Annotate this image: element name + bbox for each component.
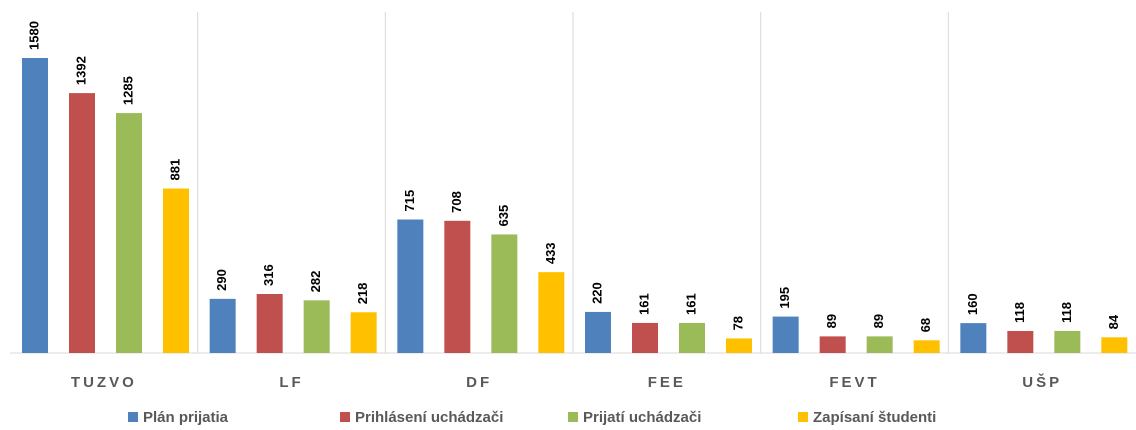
data-label: 89 xyxy=(824,314,839,328)
data-label: 118 xyxy=(1059,302,1074,323)
legend-swatch xyxy=(340,412,350,422)
legend-label: Prijatí uchádzači xyxy=(583,409,701,426)
legend-label: Prihlásení uchádzači xyxy=(355,409,503,426)
x-tick-label: LF xyxy=(279,374,303,391)
bar xyxy=(209,298,236,353)
data-label: 218 xyxy=(355,283,370,305)
data-label: 84 xyxy=(1106,314,1121,329)
data-label: 68 xyxy=(918,318,933,332)
x-tick-label: FEE xyxy=(648,374,686,391)
bar xyxy=(960,323,987,353)
bar xyxy=(819,336,846,353)
x-tick-label: FEVT xyxy=(829,374,879,391)
data-label: 708 xyxy=(449,191,464,213)
data-label: 715 xyxy=(402,190,417,212)
data-label: 316 xyxy=(261,264,276,286)
bar xyxy=(585,311,611,353)
data-label: 1580 xyxy=(26,21,41,50)
bar xyxy=(1054,330,1081,353)
x-tick-label: TUZVO xyxy=(71,374,137,391)
data-label: 881 xyxy=(167,159,182,181)
bar xyxy=(679,322,705,353)
legend-label: Plán prijatia xyxy=(143,409,229,426)
bar xyxy=(1007,330,1034,353)
bar xyxy=(1101,337,1128,353)
legend-label: Zapísaní študenti xyxy=(813,409,936,426)
data-label: 282 xyxy=(308,271,323,293)
bar xyxy=(303,300,330,353)
x-tick-label: DF xyxy=(466,374,492,391)
bar xyxy=(913,340,940,353)
bar xyxy=(163,188,189,353)
bar xyxy=(116,113,142,353)
data-label: 161 xyxy=(636,293,651,315)
bar xyxy=(256,294,283,353)
x-tick-label: UŠP xyxy=(1022,373,1062,391)
bar xyxy=(632,322,658,353)
bar xyxy=(397,219,424,353)
data-label: 1392 xyxy=(73,56,88,85)
data-label: 89 xyxy=(871,314,886,328)
data-label: 195 xyxy=(777,287,792,309)
bar xyxy=(772,316,799,353)
bar xyxy=(866,336,893,353)
data-label: 78 xyxy=(730,316,745,330)
bar xyxy=(350,312,377,353)
data-label: 220 xyxy=(589,282,604,304)
data-label: 290 xyxy=(214,269,229,291)
data-label: 635 xyxy=(496,205,511,227)
bar xyxy=(538,272,565,353)
legend-swatch xyxy=(798,412,808,422)
bar xyxy=(69,93,95,354)
data-label: 1285 xyxy=(120,76,135,105)
legend-swatch xyxy=(128,412,138,422)
legend-swatch xyxy=(568,412,578,422)
bar xyxy=(444,220,471,353)
data-label: 118 xyxy=(1012,302,1027,323)
data-label: 161 xyxy=(683,293,698,315)
bar xyxy=(726,338,752,353)
bar xyxy=(22,58,48,353)
data-label: 433 xyxy=(543,242,558,264)
bar xyxy=(491,234,518,353)
data-label: 160 xyxy=(965,293,980,315)
